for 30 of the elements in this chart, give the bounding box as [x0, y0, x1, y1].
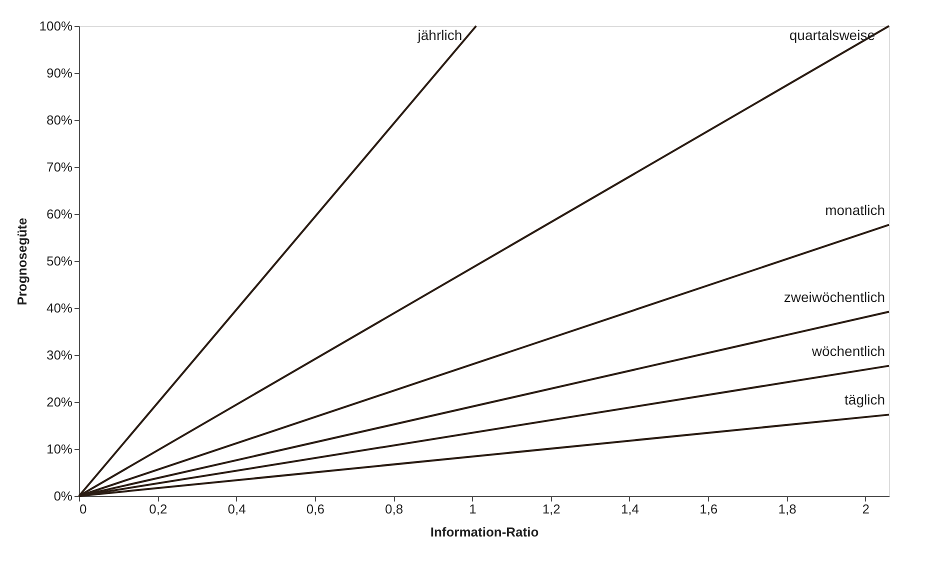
x-tick-label: 0,4: [228, 502, 246, 516]
series-label: täglich: [844, 392, 885, 408]
x-tick-label: 0,8: [385, 502, 404, 516]
x-tick-label: 1,2: [542, 502, 560, 516]
x-tick-label: 0,6: [306, 502, 324, 516]
y-tick-label: 10%: [46, 442, 73, 456]
series-label: quartalsweise: [789, 27, 876, 43]
x-tick-label: 1,4: [620, 502, 640, 516]
y-tick-label: 70%: [46, 160, 73, 174]
y-tick-label: 60%: [46, 206, 73, 222]
x-tick-label: 0,2: [149, 502, 168, 516]
x-tick-label: 1,8: [778, 502, 796, 516]
y-axis-title: Prognosegüte: [14, 218, 30, 306]
series-label: wöchentlich: [810, 342, 885, 359]
series-label: zweiwöchentlich: [784, 288, 885, 305]
series-label: jährlich: [416, 27, 462, 43]
y-tick-label: 40%: [46, 300, 73, 316]
y-tick-label: 50%: [46, 254, 73, 268]
y-tick-label: 80%: [46, 112, 73, 128]
x-tick-label: 2: [862, 502, 870, 516]
x-axis-title: Information-Ratio: [430, 524, 539, 540]
y-tick-label: 30%: [46, 348, 73, 362]
x-tick-label: 1: [469, 502, 476, 516]
x-tick-label: 0: [80, 502, 87, 516]
y-tick-label: 100%: [39, 18, 73, 34]
series-label: monatlich: [825, 202, 885, 218]
y-tick-label: 90%: [46, 66, 73, 80]
x-tick-label: 1,6: [700, 502, 718, 516]
y-tick-label: 20%: [46, 394, 73, 410]
y-tick-label: 0%: [54, 488, 73, 504]
